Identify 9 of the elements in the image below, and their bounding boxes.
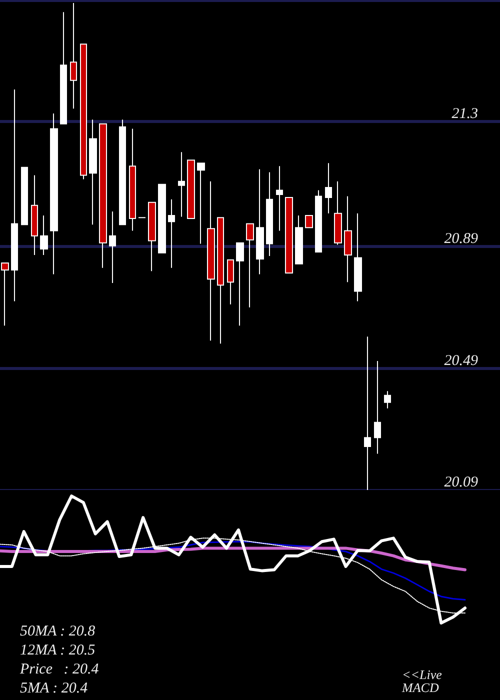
y-tick-label: 20.09 [444,474,478,490]
y-tick-label: 21.3 [452,106,478,122]
text: Price : 20.4 [19,662,100,678]
text: 12MA : 20.5 [20,642,96,658]
y-tick-label: 20.89 [444,231,478,248]
y-tick-label: 20.49 [444,352,478,369]
text: 5MA : 20.4 [20,680,88,696]
text: <<Live MACD [401,667,446,695]
text: 50MA : 20.8 [20,624,96,640]
